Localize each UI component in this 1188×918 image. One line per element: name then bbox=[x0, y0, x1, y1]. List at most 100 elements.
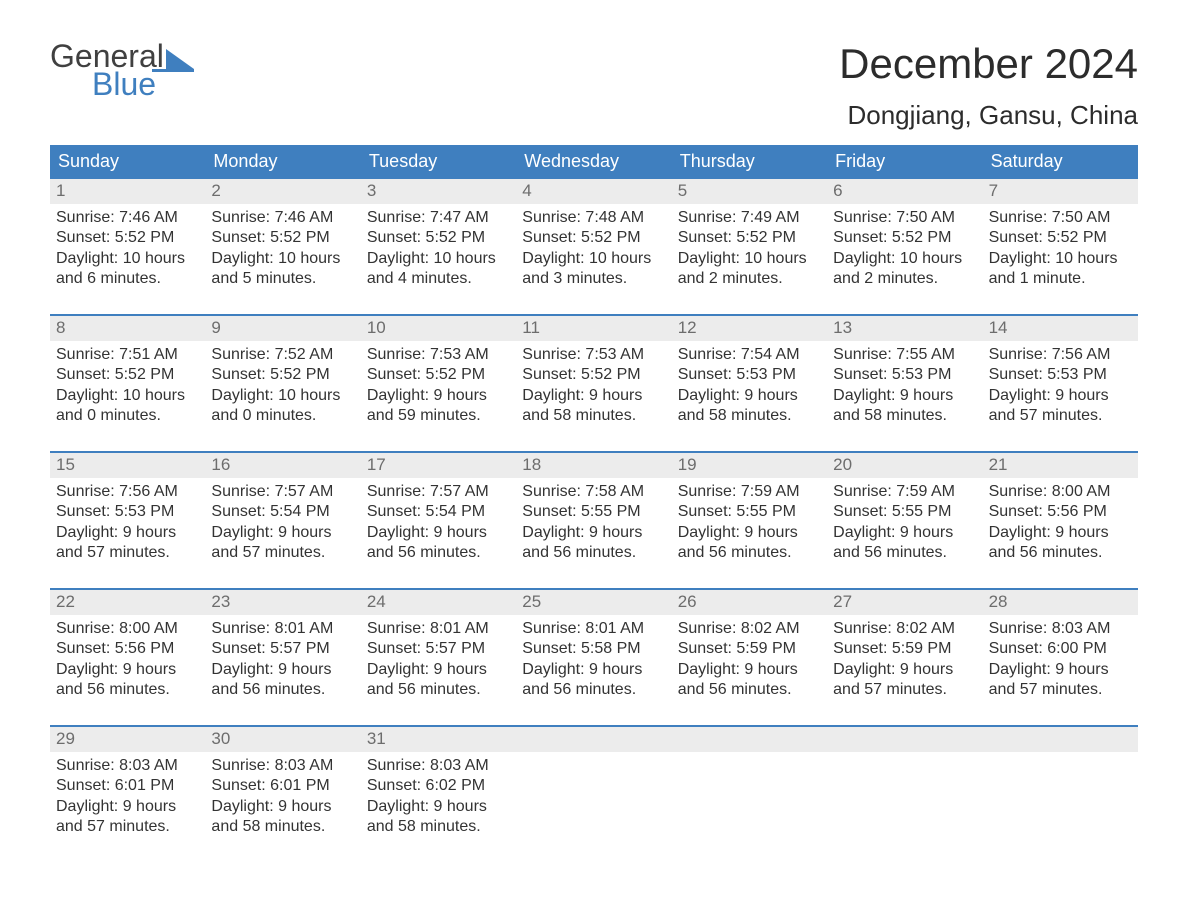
sunset-line: Sunset: 5:56 PM bbox=[989, 502, 1132, 522]
daylight-line: Daylight: 9 hours and 56 minutes. bbox=[367, 523, 510, 564]
sunrise-line: Sunrise: 8:01 AM bbox=[522, 619, 665, 639]
daylight-line: Daylight: 9 hours and 57 minutes. bbox=[56, 797, 199, 838]
day-cell bbox=[672, 752, 827, 848]
sunset-line: Sunset: 5:56 PM bbox=[56, 639, 199, 659]
daylight-line: Daylight: 9 hours and 58 minutes. bbox=[367, 797, 510, 838]
sunset-line: Sunset: 5:59 PM bbox=[833, 639, 976, 659]
day-cell: Sunrise: 7:47 AMSunset: 5:52 PMDaylight:… bbox=[361, 204, 516, 300]
weekday-header: Monday bbox=[205, 145, 360, 179]
daylight-line: Daylight: 9 hours and 59 minutes. bbox=[367, 386, 510, 427]
sunset-line: Sunset: 5:52 PM bbox=[56, 365, 199, 385]
daylight-line: Daylight: 9 hours and 56 minutes. bbox=[367, 660, 510, 701]
day-number: 4 bbox=[516, 179, 671, 204]
weekday-header: Thursday bbox=[672, 145, 827, 179]
sunrise-line: Sunrise: 7:58 AM bbox=[522, 482, 665, 502]
day-cell bbox=[827, 752, 982, 848]
title-block: December 2024 Dongjiang, Gansu, China bbox=[839, 40, 1138, 131]
daylight-line: Daylight: 9 hours and 57 minutes. bbox=[989, 386, 1132, 427]
calendar-grid: Sunday Monday Tuesday Wednesday Thursday… bbox=[50, 145, 1138, 848]
sunrise-line: Sunrise: 7:54 AM bbox=[678, 345, 821, 365]
sunset-line: Sunset: 5:57 PM bbox=[367, 639, 510, 659]
day-number: 19 bbox=[672, 453, 827, 478]
daylight-line: Daylight: 9 hours and 58 minutes. bbox=[678, 386, 821, 427]
sunrise-line: Sunrise: 8:03 AM bbox=[211, 756, 354, 776]
day-number: 25 bbox=[516, 590, 671, 615]
daylight-line: Daylight: 10 hours and 2 minutes. bbox=[678, 249, 821, 290]
sunrise-line: Sunrise: 7:57 AM bbox=[367, 482, 510, 502]
calendar-week: 293031Sunrise: 8:03 AMSunset: 6:01 PMDay… bbox=[50, 725, 1138, 848]
day-number: 9 bbox=[205, 316, 360, 341]
weekday-header: Friday bbox=[827, 145, 982, 179]
daylight-line: Daylight: 10 hours and 0 minutes. bbox=[56, 386, 199, 427]
sunset-line: Sunset: 5:52 PM bbox=[522, 365, 665, 385]
sunset-line: Sunset: 5:52 PM bbox=[367, 365, 510, 385]
sunset-line: Sunset: 5:58 PM bbox=[522, 639, 665, 659]
calendar-week: 22232425262728Sunrise: 8:00 AMSunset: 5:… bbox=[50, 588, 1138, 711]
weekday-header: Wednesday bbox=[516, 145, 671, 179]
sunrise-line: Sunrise: 8:00 AM bbox=[56, 619, 199, 639]
daylight-line: Daylight: 10 hours and 4 minutes. bbox=[367, 249, 510, 290]
daylight-line: Daylight: 9 hours and 58 minutes. bbox=[833, 386, 976, 427]
day-number: 12 bbox=[672, 316, 827, 341]
day-number: 5 bbox=[672, 179, 827, 204]
weekday-header: Sunday bbox=[50, 145, 205, 179]
day-number: 22 bbox=[50, 590, 205, 615]
sunrise-line: Sunrise: 7:46 AM bbox=[211, 208, 354, 228]
sunrise-line: Sunrise: 7:53 AM bbox=[522, 345, 665, 365]
sunrise-line: Sunrise: 7:51 AM bbox=[56, 345, 199, 365]
sunrise-line: Sunrise: 8:03 AM bbox=[367, 756, 510, 776]
sunset-line: Sunset: 6:02 PM bbox=[367, 776, 510, 796]
daynum-band: 293031 bbox=[50, 727, 1138, 752]
daylight-line: Daylight: 9 hours and 56 minutes. bbox=[56, 660, 199, 701]
daynum-band: 891011121314 bbox=[50, 316, 1138, 341]
day-cell: Sunrise: 7:57 AMSunset: 5:54 PMDaylight:… bbox=[361, 478, 516, 574]
day-number: 23 bbox=[205, 590, 360, 615]
weekday-header: Tuesday bbox=[361, 145, 516, 179]
daylight-line: Daylight: 9 hours and 56 minutes. bbox=[211, 660, 354, 701]
sunset-line: Sunset: 6:00 PM bbox=[989, 639, 1132, 659]
day-number: 17 bbox=[361, 453, 516, 478]
day-number bbox=[827, 727, 982, 752]
day-number: 11 bbox=[516, 316, 671, 341]
sunrise-line: Sunrise: 7:55 AM bbox=[833, 345, 976, 365]
day-number: 29 bbox=[50, 727, 205, 752]
day-cell: Sunrise: 8:01 AMSunset: 5:58 PMDaylight:… bbox=[516, 615, 671, 711]
sunrise-line: Sunrise: 7:57 AM bbox=[211, 482, 354, 502]
daynum-band: 22232425262728 bbox=[50, 590, 1138, 615]
daylight-line: Daylight: 10 hours and 3 minutes. bbox=[522, 249, 665, 290]
day-number: 20 bbox=[827, 453, 982, 478]
daylight-line: Daylight: 9 hours and 56 minutes. bbox=[522, 660, 665, 701]
day-cell: Sunrise: 8:01 AMSunset: 5:57 PMDaylight:… bbox=[205, 615, 360, 711]
daylight-line: Daylight: 9 hours and 56 minutes. bbox=[678, 660, 821, 701]
sunset-line: Sunset: 6:01 PM bbox=[211, 776, 354, 796]
day-cell: Sunrise: 7:46 AMSunset: 5:52 PMDaylight:… bbox=[50, 204, 205, 300]
day-cell: Sunrise: 8:00 AMSunset: 5:56 PMDaylight:… bbox=[50, 615, 205, 711]
sunset-line: Sunset: 5:53 PM bbox=[833, 365, 976, 385]
weekday-header-row: Sunday Monday Tuesday Wednesday Thursday… bbox=[50, 145, 1138, 179]
sunset-line: Sunset: 5:55 PM bbox=[678, 502, 821, 522]
day-cell: Sunrise: 8:01 AMSunset: 5:57 PMDaylight:… bbox=[361, 615, 516, 711]
calendar-week: 891011121314Sunrise: 7:51 AMSunset: 5:52… bbox=[50, 314, 1138, 437]
day-number bbox=[516, 727, 671, 752]
day-number: 1 bbox=[50, 179, 205, 204]
daylight-line: Daylight: 10 hours and 5 minutes. bbox=[211, 249, 354, 290]
day-number: 24 bbox=[361, 590, 516, 615]
daylight-line: Daylight: 10 hours and 2 minutes. bbox=[833, 249, 976, 290]
day-cell: Sunrise: 7:57 AMSunset: 5:54 PMDaylight:… bbox=[205, 478, 360, 574]
day-number: 15 bbox=[50, 453, 205, 478]
daylight-line: Daylight: 9 hours and 57 minutes. bbox=[56, 523, 199, 564]
day-cell: Sunrise: 7:50 AMSunset: 5:52 PMDaylight:… bbox=[827, 204, 982, 300]
daylight-line: Daylight: 10 hours and 6 minutes. bbox=[56, 249, 199, 290]
day-number bbox=[983, 727, 1138, 752]
day-number: 6 bbox=[827, 179, 982, 204]
day-cell: Sunrise: 8:03 AMSunset: 6:00 PMDaylight:… bbox=[983, 615, 1138, 711]
day-cell: Sunrise: 7:48 AMSunset: 5:52 PMDaylight:… bbox=[516, 204, 671, 300]
day-number bbox=[672, 727, 827, 752]
sunset-line: Sunset: 5:52 PM bbox=[211, 365, 354, 385]
sunset-line: Sunset: 5:57 PM bbox=[211, 639, 354, 659]
day-cell: Sunrise: 8:00 AMSunset: 5:56 PMDaylight:… bbox=[983, 478, 1138, 574]
sunset-line: Sunset: 5:54 PM bbox=[211, 502, 354, 522]
day-number: 16 bbox=[205, 453, 360, 478]
header-row: General Blue December 2024 Dongjiang, Ga… bbox=[50, 40, 1138, 131]
sunrise-line: Sunrise: 7:52 AM bbox=[211, 345, 354, 365]
